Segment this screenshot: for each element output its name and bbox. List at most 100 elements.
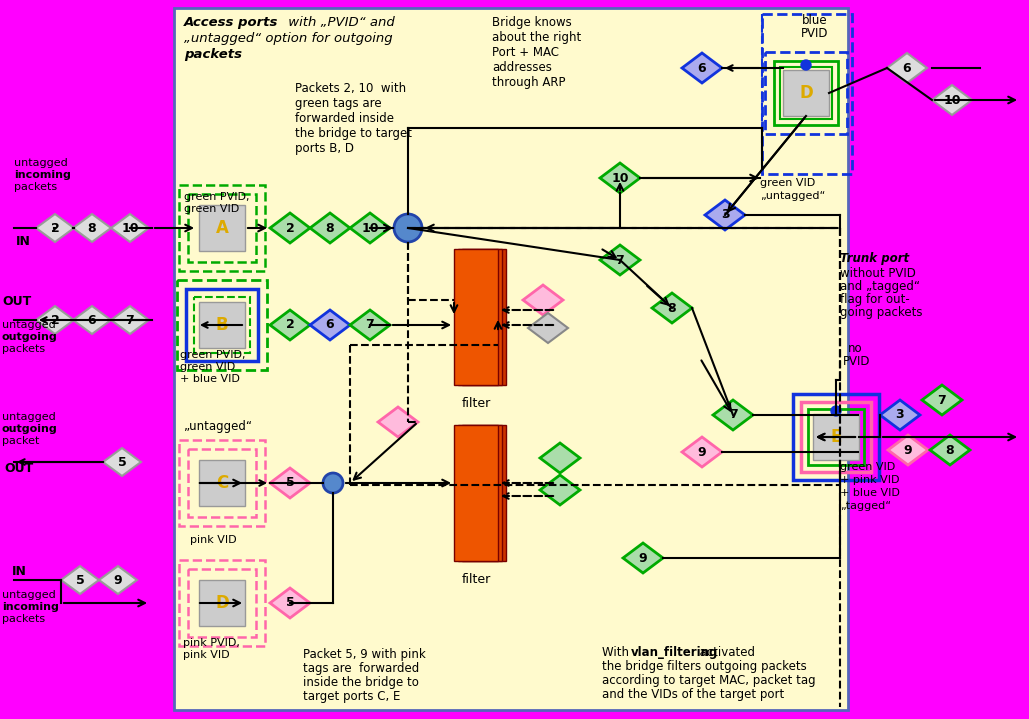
Text: green VID: green VID <box>840 462 895 472</box>
Text: 5: 5 <box>286 597 294 610</box>
Text: 5: 5 <box>75 574 84 587</box>
Text: 9: 9 <box>903 444 913 457</box>
Circle shape <box>831 406 841 416</box>
Text: 2: 2 <box>50 221 60 234</box>
Text: IN: IN <box>16 235 31 248</box>
Text: untagged: untagged <box>14 158 68 168</box>
Polygon shape <box>880 400 920 430</box>
Text: Access ports: Access ports <box>184 16 279 29</box>
Text: inside the bridge to: inside the bridge to <box>303 676 419 689</box>
Text: With: With <box>602 646 633 659</box>
Text: packets: packets <box>184 48 242 61</box>
Text: Packet 5, 9 with pink: Packet 5, 9 with pink <box>303 648 426 661</box>
Text: untagged: untagged <box>2 320 56 330</box>
Text: D: D <box>800 84 813 102</box>
Text: 2: 2 <box>286 319 294 331</box>
Text: the bridge to target: the bridge to target <box>295 127 412 140</box>
Text: untagged: untagged <box>2 590 56 600</box>
Text: no: no <box>848 342 862 355</box>
Text: green VID: green VID <box>180 362 236 372</box>
Text: outgoing: outgoing <box>2 424 58 434</box>
FancyBboxPatch shape <box>199 205 245 251</box>
Text: + pink VID: + pink VID <box>840 475 899 485</box>
Text: 5: 5 <box>286 477 294 490</box>
Polygon shape <box>462 249 506 385</box>
Text: incoming: incoming <box>14 170 71 180</box>
Polygon shape <box>705 200 745 230</box>
Text: filter: filter <box>461 573 491 586</box>
Text: pink PVID,: pink PVID, <box>183 638 240 648</box>
Text: 6: 6 <box>326 319 334 331</box>
Text: and the VIDs of the target port: and the VIDs of the target port <box>602 688 784 701</box>
Polygon shape <box>36 214 74 242</box>
Text: green PVID,: green PVID, <box>180 350 246 360</box>
Text: 9: 9 <box>698 446 706 459</box>
Text: 7: 7 <box>729 408 738 421</box>
Text: Bridge knows: Bridge knows <box>492 16 572 29</box>
Polygon shape <box>887 53 927 83</box>
Circle shape <box>801 60 811 70</box>
Polygon shape <box>932 85 972 115</box>
Text: and „tagged“: and „tagged“ <box>840 280 920 293</box>
Text: 7: 7 <box>365 319 375 331</box>
Text: 10: 10 <box>944 93 961 106</box>
FancyBboxPatch shape <box>174 8 848 710</box>
Polygon shape <box>888 435 928 465</box>
Polygon shape <box>462 425 506 561</box>
Text: „untagged“: „untagged“ <box>760 191 825 201</box>
Text: PVID: PVID <box>843 355 871 368</box>
Text: 7: 7 <box>126 313 135 326</box>
Polygon shape <box>540 443 580 473</box>
Text: Trunk port: Trunk port <box>840 252 910 265</box>
Text: ports B, D: ports B, D <box>295 142 354 155</box>
Polygon shape <box>103 448 141 476</box>
FancyBboxPatch shape <box>199 580 245 626</box>
Text: + blue VID: + blue VID <box>840 488 900 498</box>
Text: 9: 9 <box>639 551 647 564</box>
Text: without PVID: without PVID <box>840 267 916 280</box>
Text: C: C <box>216 474 228 492</box>
FancyBboxPatch shape <box>199 460 245 506</box>
Text: green PVID,: green PVID, <box>184 192 249 202</box>
Text: 8: 8 <box>326 221 334 234</box>
Text: flag for out-: flag for out- <box>840 293 910 306</box>
Polygon shape <box>310 213 350 243</box>
Text: pink VID: pink VID <box>183 650 229 660</box>
Text: 7: 7 <box>615 254 625 267</box>
Polygon shape <box>111 214 149 242</box>
Polygon shape <box>682 437 722 467</box>
Polygon shape <box>270 468 310 498</box>
Polygon shape <box>73 306 111 334</box>
Text: forwarded inside: forwarded inside <box>295 112 394 125</box>
Polygon shape <box>713 400 753 430</box>
Polygon shape <box>61 566 99 594</box>
FancyBboxPatch shape <box>199 302 245 348</box>
Text: A: A <box>215 219 228 237</box>
Text: 6: 6 <box>698 62 706 75</box>
Polygon shape <box>458 249 502 385</box>
Text: the bridge filters outgoing packets: the bridge filters outgoing packets <box>602 660 807 673</box>
Polygon shape <box>600 245 640 275</box>
Text: pink VID: pink VID <box>190 535 237 545</box>
Text: tags are  forwarded: tags are forwarded <box>303 662 419 675</box>
Text: „untagged“ option for outgoing: „untagged“ option for outgoing <box>184 32 393 45</box>
Text: 3: 3 <box>720 209 730 221</box>
Text: with „PVID“ and: with „PVID“ and <box>284 16 395 29</box>
Text: target ports C, E: target ports C, E <box>303 690 400 703</box>
Text: vlan_filtering: vlan_filtering <box>631 646 718 659</box>
Polygon shape <box>652 293 691 323</box>
Polygon shape <box>454 249 498 385</box>
Polygon shape <box>310 310 350 340</box>
Text: packets: packets <box>2 344 45 354</box>
Text: activated: activated <box>602 646 755 659</box>
Text: filter: filter <box>461 397 491 410</box>
Text: outgoing: outgoing <box>2 332 58 342</box>
Text: + blue VID: + blue VID <box>180 374 240 384</box>
Polygon shape <box>523 285 563 315</box>
Text: E: E <box>830 428 842 446</box>
Circle shape <box>323 473 343 493</box>
Text: addresses: addresses <box>492 61 552 74</box>
Polygon shape <box>350 310 390 340</box>
Text: Packets 2, 10  with: Packets 2, 10 with <box>295 82 406 95</box>
Text: untagged: untagged <box>2 412 56 422</box>
